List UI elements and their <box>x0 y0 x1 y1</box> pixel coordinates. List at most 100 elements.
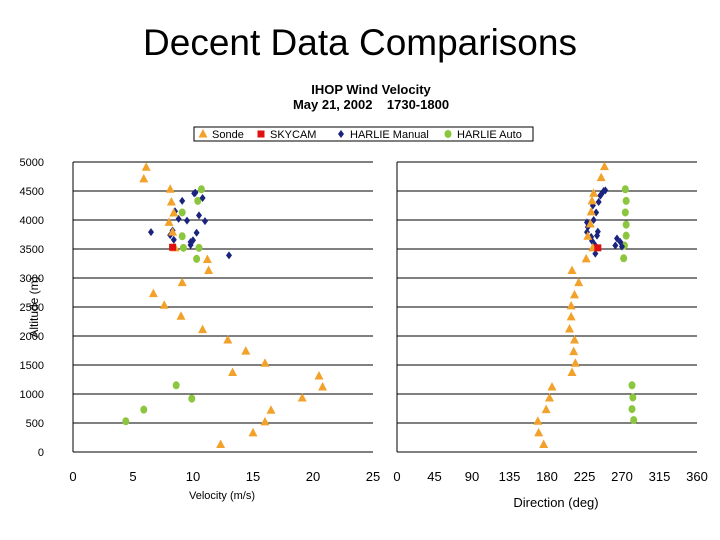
y-tick-label: 1500 <box>20 360 44 372</box>
panel-direction: 0 45 90 135 180 225 270 315 360 Direction (deg) <box>393 161 708 510</box>
point-sonde <box>565 324 574 333</box>
point-sonde <box>600 161 609 171</box>
point-sonde <box>574 277 584 287</box>
x-tick-label: 90 <box>465 469 479 484</box>
point-harlie-auto <box>622 196 630 205</box>
point-sonde <box>566 311 576 321</box>
x-tick-label: 135 <box>499 469 521 484</box>
legend-label-skycam: SKYCAM <box>270 129 316 141</box>
chart-title: IHOP Wind Velocity <box>311 82 431 97</box>
legend-marker-sonde <box>198 129 208 138</box>
legend-label-harlie-manual: HARLIE Manual <box>350 129 429 141</box>
point-harlie-manual <box>590 216 597 224</box>
point-sonde <box>228 367 238 377</box>
point-sonde <box>177 277 187 287</box>
point-harlie-manual <box>592 249 599 258</box>
slide-title: Decent Data Comparisons <box>143 22 577 63</box>
series-skycam <box>594 244 602 252</box>
x-axis-label-velocity: Velocity (m/s) <box>189 490 255 502</box>
point-sonde <box>216 439 226 448</box>
point-sonde <box>248 427 258 437</box>
point-harlie-manual <box>202 217 208 226</box>
point-sonde <box>567 265 577 274</box>
x-tick-label: 270 <box>611 469 633 484</box>
x-tick-label: 25 <box>366 469 380 484</box>
point-harlie-manual <box>602 186 609 195</box>
chart-subtitle: May 21, 2002 1730-1800 <box>293 97 449 112</box>
point-harlie-manual <box>594 227 601 236</box>
point-sonde <box>569 346 579 356</box>
point-sonde <box>583 231 593 240</box>
point-harlie-manual <box>619 242 625 251</box>
point-harlie-auto <box>628 381 636 390</box>
point-sonde <box>168 227 178 236</box>
point-harlie-auto <box>194 196 202 205</box>
point-harlie-auto <box>630 416 638 425</box>
point-harlie-manual <box>175 214 182 223</box>
point-sonde <box>541 404 551 414</box>
point-harlie-auto <box>122 417 130 426</box>
point-sonde <box>547 382 557 391</box>
point-harlie-manual <box>598 190 605 199</box>
point-sonde <box>223 335 233 344</box>
legend-marker-skycam <box>257 130 265 138</box>
point-sonde <box>587 195 597 205</box>
y-tick-label: 4000 <box>20 215 44 227</box>
point-harlie-auto <box>178 232 186 241</box>
point-harlie-manual <box>184 216 190 225</box>
legend-marker-harlie-manual <box>338 130 344 138</box>
point-sonde <box>318 382 328 391</box>
chart-legend: Sonde SKYCAM HARLIE Manual HARLIE Auto <box>193 126 534 142</box>
point-harlie-manual <box>192 188 199 197</box>
y-tick-label: 5000 <box>20 157 44 169</box>
point-harlie-auto <box>178 208 186 217</box>
x-tick-label: 360 <box>686 469 708 484</box>
point-sonde <box>164 217 174 226</box>
series-harlie-auto <box>620 185 638 425</box>
point-harlie-manual <box>226 251 232 260</box>
point-harlie-auto <box>193 254 201 263</box>
point-harlie-manual <box>595 198 602 207</box>
series-sonde <box>139 162 328 448</box>
series-sonde <box>533 161 609 448</box>
point-harlie-auto <box>621 185 629 194</box>
x-tick-label: 5 <box>129 469 136 484</box>
point-sonde <box>297 393 307 402</box>
point-sonde <box>266 405 276 414</box>
panel-velocity: 0 500 1000 1500 2000 2500 3000 3500 4000 4500 5000… <box>20 157 381 502</box>
point-sonde <box>202 254 212 263</box>
x-tick-label: 15 <box>246 469 260 484</box>
point-harlie-auto <box>620 254 628 263</box>
series-harlie-auto <box>122 185 205 426</box>
point-sonde <box>159 300 169 309</box>
point-sonde <box>169 208 179 217</box>
point-harlie-auto <box>195 243 203 252</box>
point-harlie-manual <box>148 228 154 237</box>
x-tick-label: 315 <box>649 469 671 484</box>
x-tick-label: 10 <box>186 469 200 484</box>
x-tick-label: 225 <box>574 469 596 484</box>
point-sonde <box>534 427 544 437</box>
x-tick-label: 0 <box>393 469 400 484</box>
series-skycam <box>169 243 177 251</box>
point-sonde <box>533 416 543 425</box>
point-harlie-manual <box>190 236 196 245</box>
y-axis-label: Altitude (m) <box>27 276 41 337</box>
point-sonde <box>567 367 577 377</box>
point-harlie-auto <box>622 220 630 229</box>
point-harlie-auto <box>629 393 637 402</box>
legend-marker-harlie-auto <box>444 130 452 138</box>
y-tick-label: 4500 <box>20 186 44 198</box>
point-harlie-auto <box>197 185 205 194</box>
point-harlie-manual <box>199 193 206 202</box>
y-tick-label: 500 <box>26 418 44 430</box>
point-harlie-manual <box>179 196 186 205</box>
y-tick-label: 2000 <box>20 331 44 343</box>
y-tick-label: 3500 <box>20 244 44 256</box>
point-sonde <box>260 358 270 367</box>
point-sonde <box>539 439 549 448</box>
point-sonde <box>260 416 270 426</box>
series-harlie-manual <box>148 188 232 260</box>
point-sonde <box>166 197 176 206</box>
